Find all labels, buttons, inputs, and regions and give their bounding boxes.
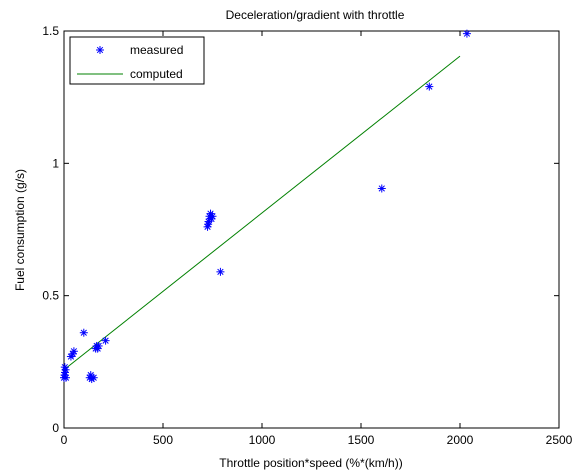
measured-point bbox=[60, 363, 69, 372]
measured-point bbox=[208, 212, 217, 221]
x-tick-label: 2500 bbox=[546, 433, 573, 447]
measured-point bbox=[61, 373, 70, 382]
measured-point bbox=[86, 371, 95, 380]
x-tick-label: 1000 bbox=[249, 433, 276, 447]
measured-point bbox=[69, 347, 78, 356]
legend-asterisk bbox=[96, 46, 104, 54]
legend: measured computed bbox=[69, 36, 205, 85]
x-tick-label: 2000 bbox=[447, 433, 474, 447]
legend-box bbox=[69, 36, 205, 85]
legend-measured-marker bbox=[96, 46, 104, 54]
measured-point bbox=[101, 336, 110, 345]
y-tick-label: 1 bbox=[52, 156, 59, 170]
legend-label-measured: measured bbox=[130, 43, 183, 57]
measured-point bbox=[377, 184, 386, 193]
x-axis-label: Throttle position*speed (%*(km/h)) bbox=[219, 456, 402, 470]
chart-title: Deceleration/gradient with throttle bbox=[226, 8, 405, 22]
plot-area bbox=[63, 30, 560, 429]
measured-markers-layer bbox=[60, 29, 471, 384]
y-tick-label: 1.5 bbox=[42, 24, 59, 38]
measured-point bbox=[216, 267, 225, 276]
computed-line-layer bbox=[63, 55, 461, 371]
measured-point bbox=[94, 341, 103, 350]
x-tick-label: 500 bbox=[153, 433, 173, 447]
measured-point bbox=[462, 29, 471, 38]
x-tick-label: 0 bbox=[61, 433, 68, 447]
measured-point bbox=[79, 328, 88, 337]
y-tick-label: 0.5 bbox=[42, 289, 59, 303]
computed-line bbox=[63, 55, 461, 371]
measured-point bbox=[204, 220, 213, 229]
legend-label-computed: computed bbox=[130, 67, 183, 81]
y-tick-label: 0 bbox=[52, 421, 59, 435]
axes: 0 500 1000 1500 2000 2500 0 0.5 1 1.5 bbox=[42, 24, 572, 447]
y-axis-label: Fuel consumption (g/s) bbox=[13, 169, 27, 291]
measured-point bbox=[425, 82, 434, 91]
x-tick-label: 1500 bbox=[348, 433, 375, 447]
